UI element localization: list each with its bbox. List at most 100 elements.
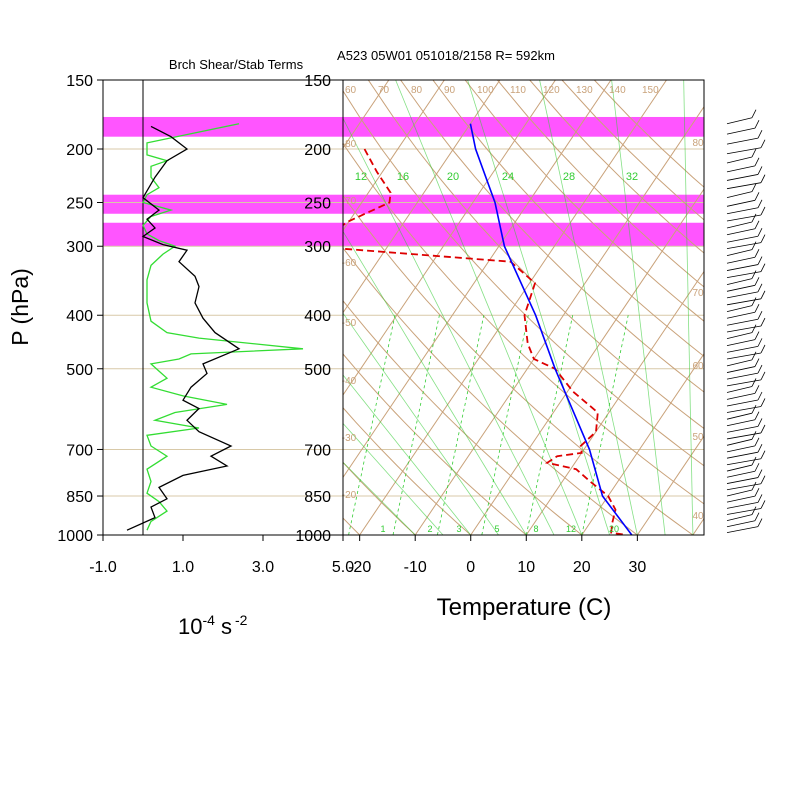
- mixing-ratio-label-bottom: 12: [566, 524, 576, 534]
- mixing-ratio-line: [581, 315, 629, 535]
- wind-barb-flag: [754, 463, 760, 472]
- dry-adiabat-label: 60: [692, 361, 704, 372]
- isotherm-line: [470, 188, 704, 535]
- right-x-tick-labels: -20 -10 0 10 20 30: [348, 535, 646, 576]
- left-panel-title: Brch Shear/Stab Terms: [169, 57, 304, 72]
- moist-adiabat-line: [343, 230, 527, 535]
- wind-barb-flag: [760, 371, 766, 381]
- mixing-ratio-label-bottom: 1: [380, 524, 385, 534]
- wind-barb: [726, 456, 757, 472]
- dry-adiabat-line: [432, 80, 704, 357]
- dry-adiabat-line: [464, 80, 704, 322]
- wind-barb-flag: [754, 487, 760, 497]
- theta-label: 120: [543, 85, 560, 96]
- wind-barb-flag: [757, 469, 763, 478]
- wind-barb-shaft: [726, 117, 753, 125]
- moist-adiabat-line: [611, 80, 666, 535]
- temperature-axis-label: Temperature (C): [437, 594, 612, 621]
- dry-adiabat-line: [400, 80, 704, 393]
- wind-barb-shaft: [726, 514, 753, 522]
- wind-barb-shaft: [726, 221, 753, 229]
- moist-adiabat-line: [467, 80, 610, 535]
- left-y-tick-label: 400: [66, 308, 93, 325]
- wind-barb: [726, 378, 757, 393]
- mixing-ratio-label-bottom: 8: [533, 524, 538, 534]
- wind-barb: [726, 139, 766, 155]
- left-y-tick-label: 700: [66, 442, 93, 459]
- wind-barb: [726, 174, 766, 190]
- wind-barb: [726, 304, 760, 319]
- mixing-ratio-label-top: 16: [397, 171, 409, 183]
- wind-barb-flag: [757, 494, 763, 503]
- right-y-tick-label: 150: [304, 73, 331, 90]
- right-x-tick-label: -10: [404, 559, 427, 576]
- theta-label: 70: [378, 85, 390, 96]
- left-y-tick-label: 300: [66, 239, 93, 256]
- wind-barb-flag: [754, 249, 760, 258]
- wind-barb: [726, 494, 763, 509]
- left-highlight-bands: [103, 116, 343, 247]
- wind-barb-shaft: [726, 199, 756, 207]
- left-x-tick-label: 3.0: [252, 559, 274, 576]
- mixing-ratio-line: [348, 315, 396, 535]
- wind-barb: [726, 119, 760, 135]
- isotherm-line: [636, 435, 704, 535]
- wind-barb-flag: [751, 213, 757, 223]
- wind-barb: [726, 338, 763, 353]
- moist-adiabat-line: [343, 374, 472, 535]
- wind-barb: [726, 411, 760, 427]
- wind-barb: [726, 481, 757, 497]
- wind-barb-flag: [757, 391, 763, 401]
- moist-adiabat-line: [343, 117, 555, 535]
- isotherm-line: [343, 80, 612, 479]
- wind-barb-shaft: [726, 477, 759, 484]
- wind-barb-shaft: [726, 332, 753, 340]
- wind-barb: [726, 220, 760, 236]
- right-y-tick-labels: 150 200 250 300 400 500 700 850 1000: [295, 73, 331, 545]
- right-x-tick-label: 30: [628, 559, 646, 576]
- temperature-profile-line: [469, 123, 633, 535]
- wind-barb: [726, 256, 763, 271]
- stability-term-line: [126, 125, 241, 531]
- wind-barb: [726, 463, 760, 478]
- wind-barb-flag: [754, 157, 760, 167]
- right-x-tick-label: -20: [348, 559, 371, 576]
- wind-barb: [726, 109, 757, 125]
- dry-adiabat-line: [367, 80, 704, 430]
- wind-barb-shaft: [726, 256, 756, 264]
- mixing-ratio-line: [437, 315, 485, 535]
- wind-barb-flag: [760, 424, 766, 434]
- wind-barb-shaft: [726, 508, 762, 515]
- left-x-tick-label: -1.0: [89, 559, 117, 576]
- left-y-tick-label: 150: [66, 73, 93, 90]
- mixing-ratio-label-top: 12: [355, 171, 367, 183]
- wind-barb-flag: [754, 385, 760, 394]
- wind-barb: [726, 192, 760, 207]
- wind-barb-shaft: [726, 372, 759, 380]
- wind-barb-flag: [757, 311, 763, 320]
- moist-adiabat-line: [539, 80, 638, 535]
- moist-adiabat-line: [395, 80, 583, 535]
- wind-barb-flag: [760, 174, 766, 183]
- dewpoint-profile-line: [343, 148, 627, 535]
- isobar-lines: [343, 80, 704, 535]
- isotherm-line: [414, 105, 704, 535]
- wind-barb-column: [726, 109, 766, 533]
- x-axis-label-exponent: -4: [202, 612, 215, 628]
- wind-barb: [726, 398, 766, 413]
- wind-barb-shaft: [726, 264, 759, 271]
- wind-barb-flag: [751, 378, 757, 387]
- wind-barb: [726, 424, 766, 440]
- wind-barb-flag: [757, 256, 763, 265]
- wind-barb-flag: [760, 450, 766, 459]
- wind-barb-shaft: [726, 271, 762, 279]
- left-x-tick-labels: -1.0 1.0 3.0 5.0: [89, 535, 354, 576]
- wind-barb-flag: [760, 263, 766, 272]
- wind-barb-shaft: [726, 242, 762, 250]
- wind-barb-flag: [760, 500, 766, 509]
- wind-barb: [726, 241, 757, 257]
- wind-barb-flag: [760, 475, 766, 484]
- x-axis-label-base: 10: [178, 614, 202, 639]
- dry-adiabat-line: [343, 406, 472, 535]
